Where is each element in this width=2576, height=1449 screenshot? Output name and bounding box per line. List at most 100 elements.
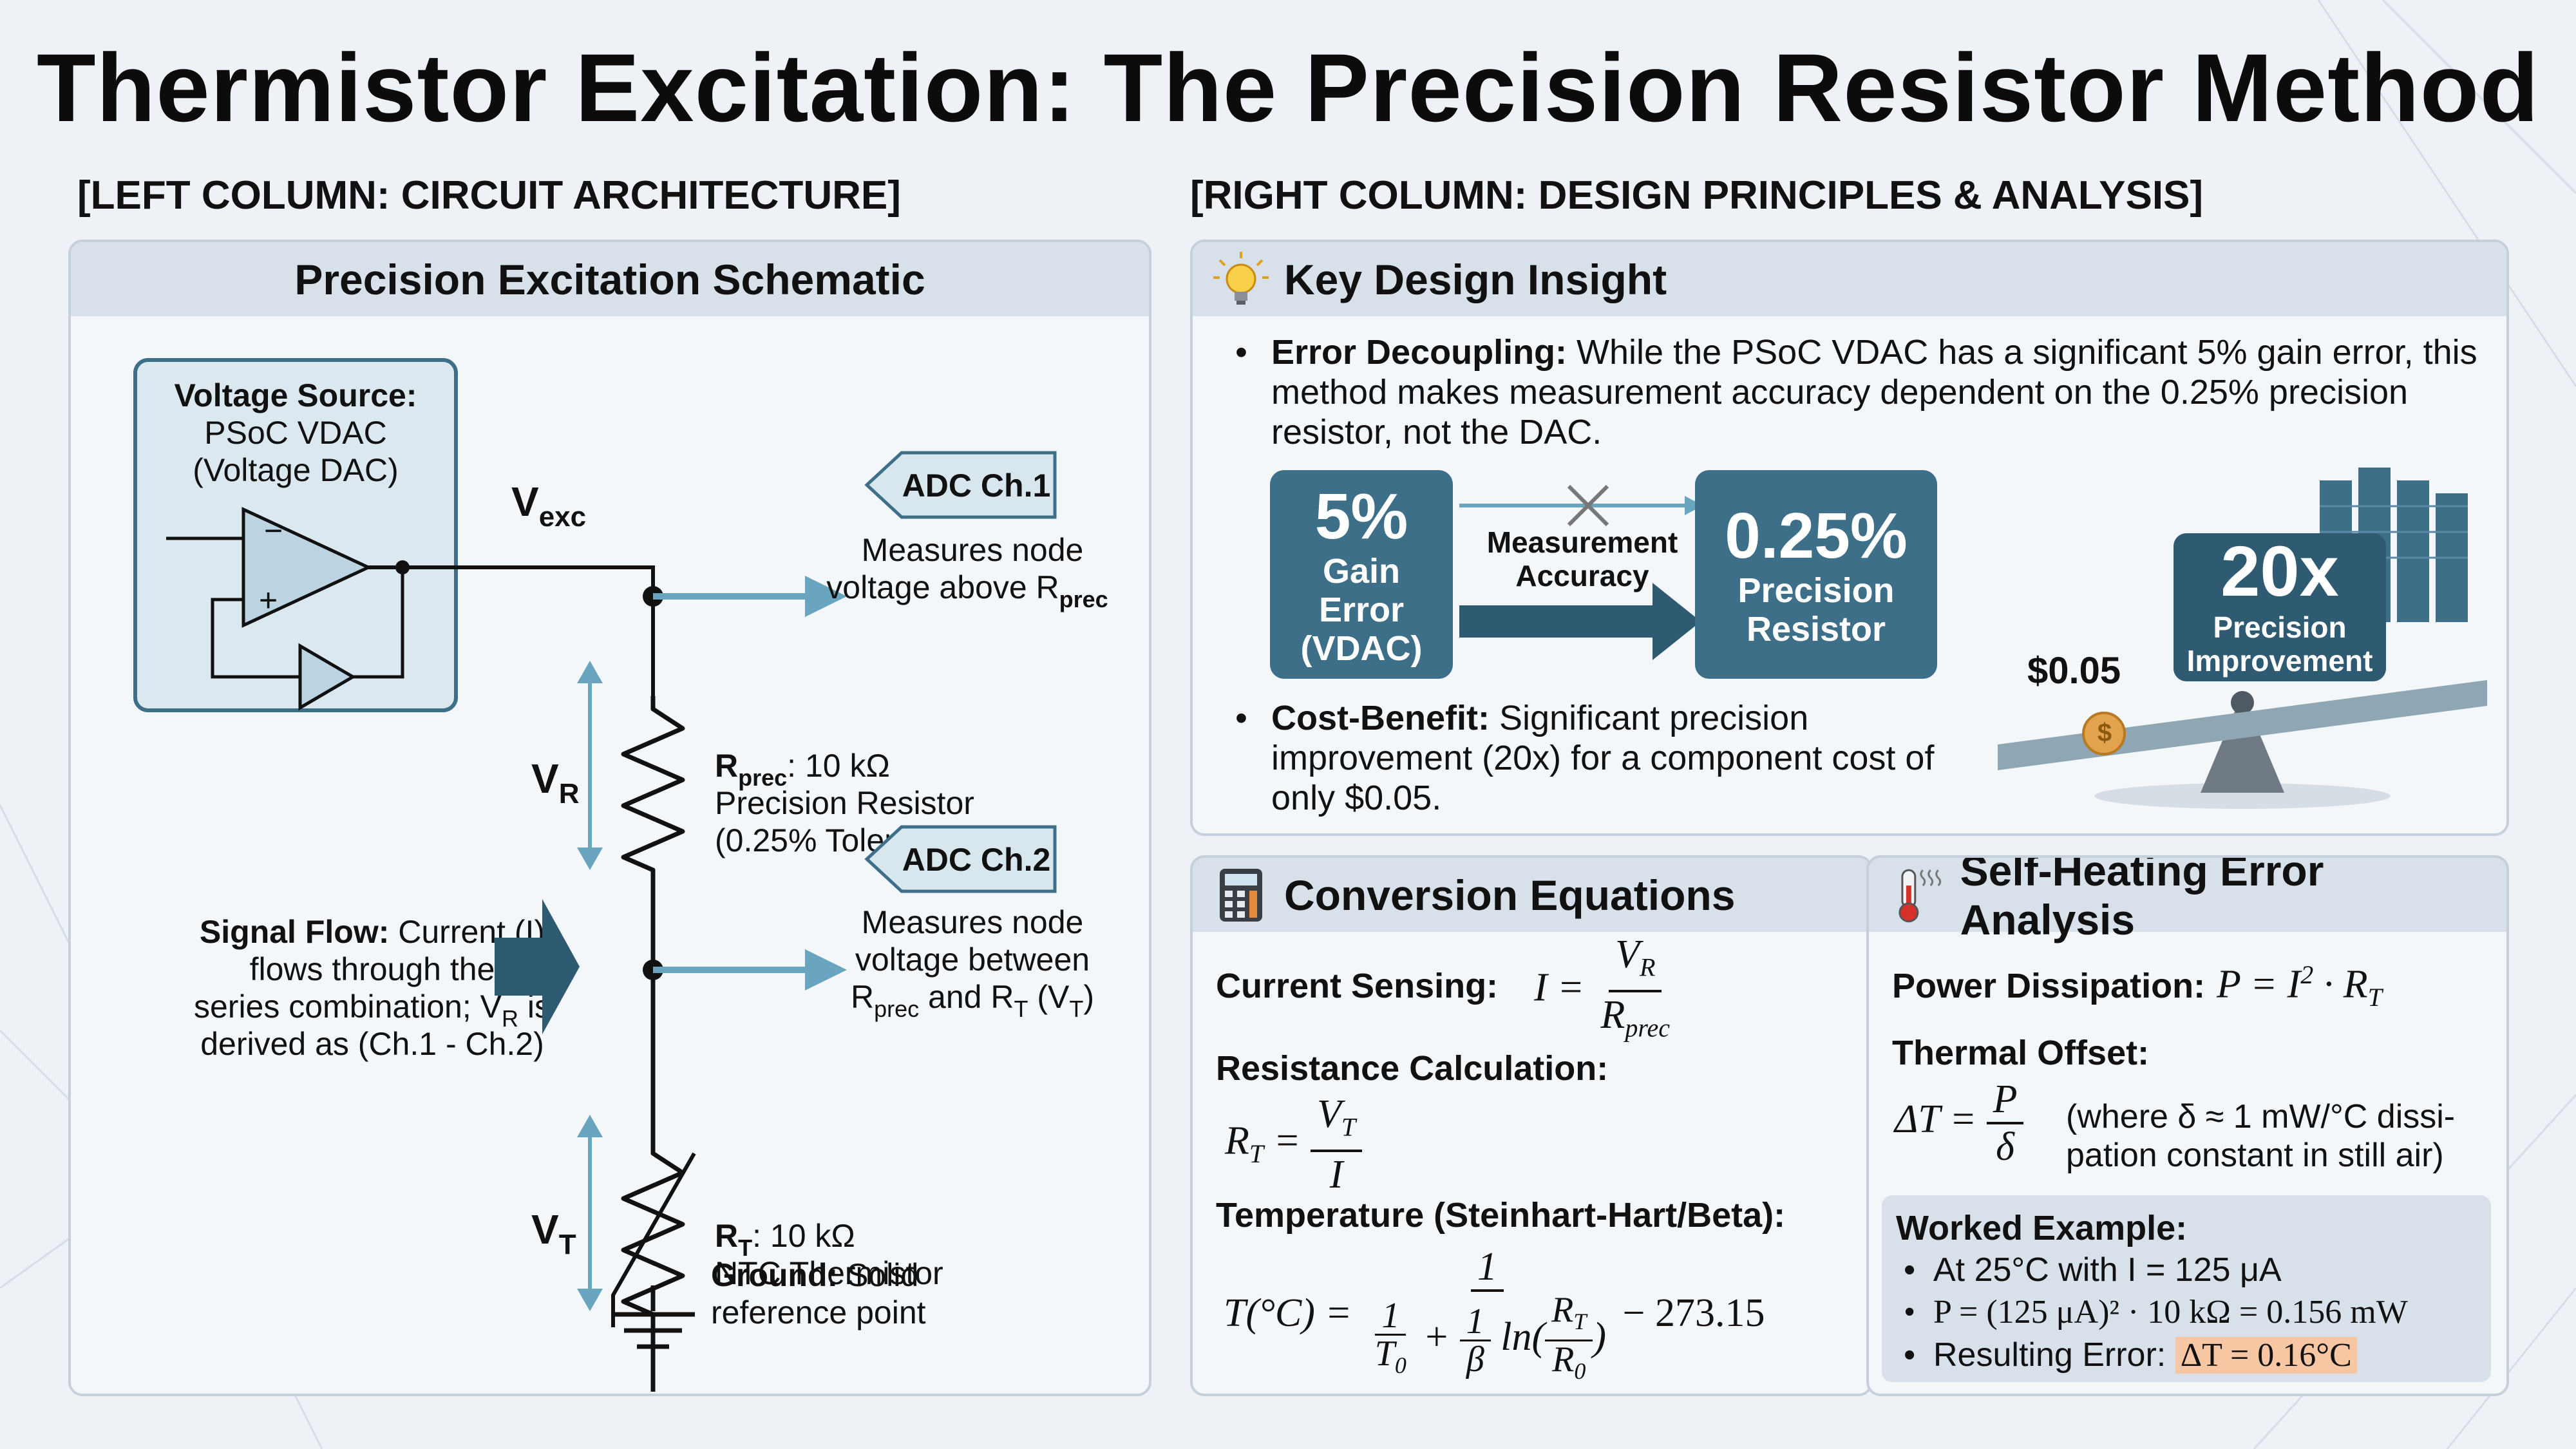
signal-flow-arrow <box>495 899 580 1034</box>
source-line1: PSoC VDAC <box>204 415 386 451</box>
cost-balance-scale <box>1998 468 2487 809</box>
svg-text:voltage above Rprec: voltage above Rprec <box>826 569 1108 612</box>
opamp-minus: − <box>264 513 283 549</box>
thermal-note1: (where δ ≈ 1 mW/°C dissi- <box>2066 1098 2456 1135</box>
opamp-plus: + <box>259 582 278 618</box>
temp-constant: − 273.15 <box>1622 1291 1765 1335</box>
calculator-icon <box>1220 868 1262 922</box>
rt-label: R <box>715 1218 738 1254</box>
adc1-desc2-sub: prec <box>1059 586 1108 612</box>
example-line3-pre: Resulting Error: <box>1933 1336 2175 1374</box>
resistance-equation: RT = VT I <box>1225 1092 1363 1197</box>
vexc-subscript: exc <box>539 501 586 533</box>
ground-label-bold: Ground: <box>711 1257 838 1293</box>
worked-example-box: Worked Example: • At 25°C with I = 125 μA… <box>1882 1195 2491 1382</box>
bullet2-line3: only $0.05. <box>1271 779 1442 817</box>
page-title: Thermistor Excitation: The Precision Res… <box>36 33 2539 142</box>
improvement-label: 20x Precision Improvement <box>2174 532 2386 678</box>
rt-value: : 10 kΩ <box>752 1218 855 1254</box>
conversion-panel: Conversion Equations Current Sensing: I … <box>1190 855 1873 1396</box>
adc2-desc3-b-sub: T <box>1014 996 1028 1022</box>
rprec-subscript: prec <box>738 764 787 791</box>
arrow-l1: Measurement <box>1486 526 1678 559</box>
gain-error-l2: Error <box>1318 591 1405 629</box>
svg-text:Rprec: 10 kΩ: Rprec: 10 kΩ <box>715 748 890 791</box>
thermal-offset-label: Thermal Offset: <box>1892 1034 2150 1072</box>
adc2-tag <box>864 825 1057 893</box>
measurement-accuracy-label: Measurement Accuracy <box>1470 526 1695 592</box>
selfheat-panel: Self-Heating Error Analysis Power Dissip… <box>1866 855 2509 1396</box>
bullet1-line3: resistor, not the DAC. <box>1271 413 1602 451</box>
improvement-l2: Improvement <box>2186 644 2373 677</box>
adc2-desc3-d: ) <box>1083 979 1094 1015</box>
precision-value: 0.25% <box>1725 500 1908 572</box>
adc1-desc1: Measures node <box>862 532 1084 568</box>
vt-subscript: T <box>559 1229 576 1260</box>
signal-flow-label: Signal Flow: <box>200 914 389 950</box>
precision-l1: Precision <box>1738 571 1895 610</box>
bullet1-line1: While the PSoC VDAC has a significant 5%… <box>1567 333 2477 372</box>
svg-text:Signal Flow: Current (I): Signal Flow: Current (I) <box>200 914 545 950</box>
temperature-label: Temperature (Steinhart-Hart/Beta): <box>1216 1196 1786 1235</box>
source-line2: (Voltage DAC) <box>193 452 399 488</box>
bullet-error-decoupling: • Error Decoupling: While the PSoC VDAC … <box>1235 333 2477 451</box>
svg-text:VR: VR <box>531 755 579 810</box>
svg-text:Vexc: Vexc <box>511 478 586 533</box>
gain-error-l3: (VDAC) <box>1300 629 1423 668</box>
worked-example-title: Worked Example: <box>1896 1209 2188 1247</box>
adc1-desc2: voltage above R <box>826 569 1059 605</box>
current-sensing-label: Current Sensing: <box>1216 967 1499 1005</box>
vr-label: V <box>531 755 559 802</box>
precision-resistor-symbol <box>621 696 685 1147</box>
precision-resistor-box: 0.25% Precision Resistor <box>1695 470 1937 679</box>
insight-panel-title: Key Design Insight <box>1284 255 1667 303</box>
coin-symbol: $ <box>2097 719 2112 747</box>
schematic-panel-title: Precision Excitation Schematic <box>71 242 1149 316</box>
improvement-value: 20x <box>2221 532 2339 611</box>
cost-label: $0.05 <box>2027 650 2121 692</box>
example-line2: • P = (125 μA)² · 10 kΩ = 0.156 mW <box>1904 1294 2408 1331</box>
ground-label: Ground: Solid reference point <box>711 1256 926 1331</box>
vt-label: V <box>531 1206 559 1253</box>
thermometer-icon <box>1899 869 1942 922</box>
signal-line3: series combination; V <box>194 989 502 1025</box>
vexc-label: V <box>511 478 539 525</box>
arrow-l2: Accuracy <box>1515 559 1649 592</box>
svg-text:VT: VT <box>531 1206 576 1260</box>
bullet2-bold: Cost-Benefit: <box>1271 699 1490 737</box>
thermal-note2: pation constant in still air) <box>2066 1137 2444 1174</box>
schematic-panel: Precision Excitation Schematic Voltage S… <box>68 240 1151 1396</box>
schematic-diagram: Voltage Source: PSoC VDAC (Voltage DAC) … <box>133 358 1108 1392</box>
decoupling-arrows <box>1459 484 1703 660</box>
adc2-desc3-a-sub: prec <box>874 996 919 1022</box>
power-dissipation-label: Power Dissipation: <box>1892 967 2206 1005</box>
thermistor-symbol <box>621 1147 685 1392</box>
excitation-wire <box>368 565 655 696</box>
adc2-desc3-a: R <box>851 979 874 1015</box>
thermal-note: (where δ ≈ 1 mW/°C dissi- pation constan… <box>2066 1097 2455 1175</box>
svg-text:RT: 10 kΩ: RT: 10 kΩ <box>715 1218 855 1261</box>
adc2-desc3-c: (V <box>1028 979 1070 1015</box>
gain-error-l1: Gain <box>1322 552 1401 591</box>
adc2-desc3-b: and R <box>919 979 1014 1015</box>
adc2-desc1: Measures node <box>862 904 1084 940</box>
bullet1-bold: Error Decoupling: <box>1271 333 1567 372</box>
rt-line2: NTC Thermistor <box>715 1255 943 1291</box>
example-line1: • At 25°C with I = 125 μA <box>1904 1251 2282 1289</box>
rprec-label: R <box>715 748 738 784</box>
right-column-heading: [RIGHT COLUMN: DESIGN PRINCIPLES & ANALY… <box>1190 173 2204 218</box>
lightbulb-icon <box>1213 251 1269 305</box>
gain-error-value: 5% <box>1314 480 1408 553</box>
rt-subscript: T <box>738 1235 752 1261</box>
ground-label-rest: Solid <box>838 1257 919 1293</box>
adc1-label: ADC Ch.1 <box>902 468 1051 504</box>
signal-line3-sub: R <box>502 1005 518 1032</box>
precision-l2: Resistor <box>1746 610 1886 649</box>
resistance-calc-label: Resistance Calculation: <box>1216 1049 1609 1088</box>
gain-error-box: 5% Gain Error (VDAC) <box>1270 470 1453 679</box>
selfheat-panel-title: Self-Heating Error Analysis <box>1960 855 2324 943</box>
svg-text:series combination; VR is: series combination; VR is <box>194 989 551 1032</box>
improvement-l1: Precision <box>2213 611 2347 644</box>
